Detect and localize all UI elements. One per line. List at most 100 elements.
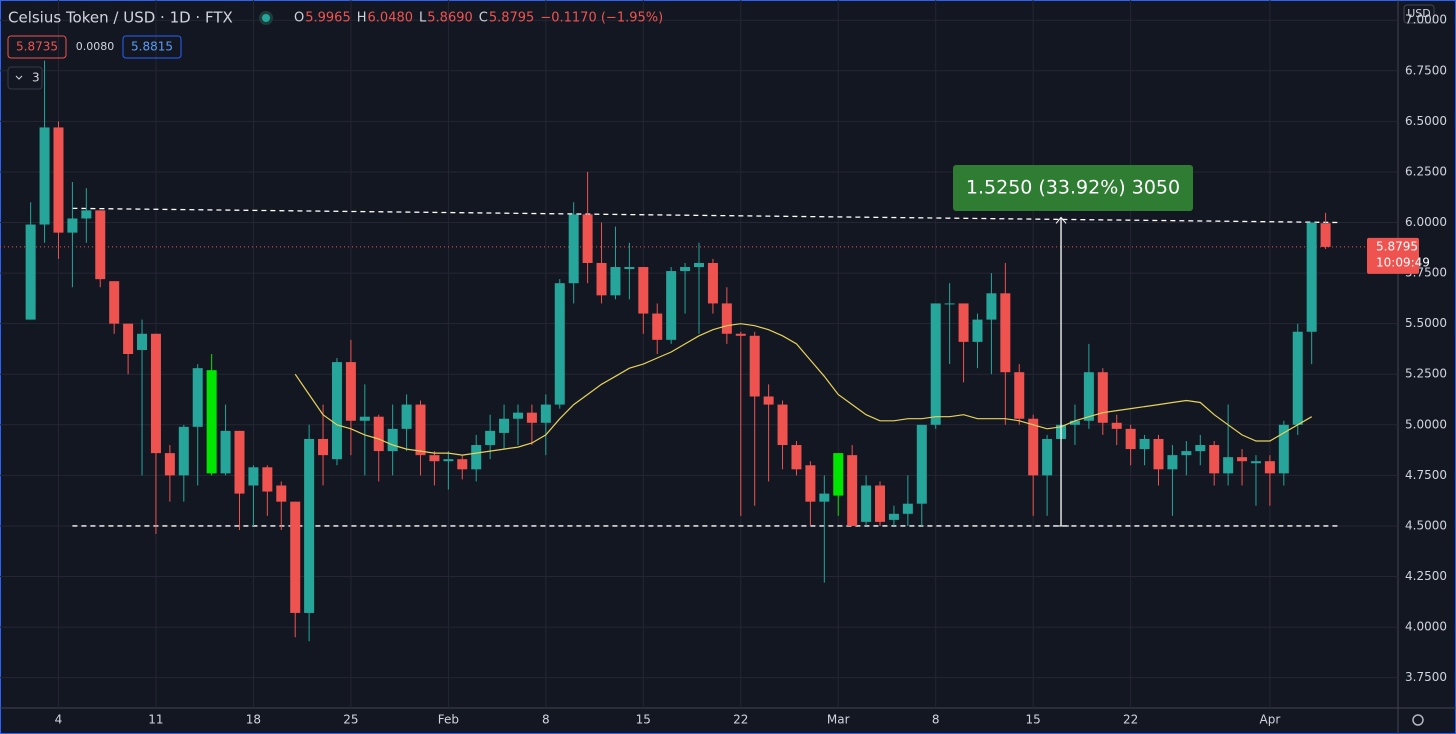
candle-body	[1139, 438, 1150, 450]
candle-body	[150, 333, 161, 454]
x-tick-label: 15	[636, 713, 651, 727]
candle-body	[512, 412, 523, 419]
candle-body	[178, 426, 189, 476]
last-price: 5.8795	[1376, 239, 1418, 253]
symbol: Celsius Token / USD · 1D · FTX	[8, 9, 233, 27]
candle-body	[429, 455, 440, 462]
candle-body	[652, 313, 663, 340]
candle-body	[624, 267, 635, 270]
candle-body	[25, 224, 36, 320]
candle-body	[902, 503, 913, 514]
candle-body	[1223, 457, 1234, 474]
candle-body	[972, 319, 983, 342]
candle-body	[1278, 424, 1289, 474]
candle-body	[485, 430, 496, 446]
candle-body	[1264, 461, 1275, 474]
candle-body	[958, 303, 969, 342]
y-tick-label: 4.0000	[1405, 620, 1447, 634]
candle-body	[1097, 372, 1108, 423]
x-tick-label: 8	[932, 713, 940, 727]
trendline	[72, 207, 1340, 224]
change: −0.1170 (−1.95%)	[540, 11, 663, 26]
ohlc: O 5.9965 H 6.0480 L 5.8690 C 5.8795 −0.1170 (−1.…	[294, 11, 663, 26]
candle-body	[707, 262, 718, 304]
candle-body	[1042, 438, 1053, 476]
candle-body	[763, 396, 774, 405]
y-tick-label: 4.7500	[1405, 468, 1447, 482]
candle-body	[1237, 457, 1248, 462]
candle-body	[1209, 445, 1220, 474]
ask: 5.8815	[131, 40, 173, 54]
indicator-count: 3	[32, 71, 40, 85]
currency: USD	[1407, 7, 1431, 20]
last-price-tag	[1367, 237, 1419, 274]
y-tick-label: 7.0000	[1405, 13, 1447, 27]
ohlc-key: L	[419, 11, 427, 26]
candle-body	[1306, 222, 1317, 332]
candle-body	[930, 303, 941, 425]
measure-box	[953, 165, 1193, 211]
ohlc-key: C	[479, 11, 488, 26]
indicator-toggle[interactable]	[7, 66, 43, 90]
settings-icon[interactable]	[1412, 714, 1424, 726]
y-tick-label: 3.7500	[1405, 670, 1447, 684]
candle-body	[1153, 438, 1164, 470]
ohlc-value: 5.9965	[305, 11, 351, 26]
moving-average	[294, 323, 1313, 456]
candle-body	[304, 438, 315, 613]
currency-box	[1403, 4, 1435, 24]
candle-body	[220, 430, 231, 474]
x-tick-label: 22	[733, 713, 748, 727]
candle-body	[777, 404, 788, 446]
y-tick-label: 4.5000	[1405, 518, 1447, 532]
status-dot	[262, 14, 270, 22]
y-tick-label: 6.0000	[1405, 215, 1447, 229]
candle-body	[1083, 372, 1094, 421]
candle-body	[833, 453, 844, 496]
candle-body	[554, 283, 565, 405]
candle-body	[749, 335, 760, 397]
candle-body	[888, 513, 899, 520]
candle-body	[916, 424, 927, 504]
candle-body	[1028, 418, 1039, 476]
candle-body	[986, 293, 997, 320]
chevron	[15, 75, 23, 80]
candle-body	[791, 445, 802, 470]
candle-body	[1320, 223, 1331, 247]
candle-body	[248, 467, 259, 486]
ask-box	[122, 35, 182, 59]
candle-body	[206, 370, 217, 474]
candle-body	[1125, 428, 1136, 450]
x-tick-label: Apr	[1260, 713, 1281, 727]
candle-body	[694, 262, 704, 268]
candle-body	[1000, 293, 1011, 373]
candle-body	[526, 412, 537, 423]
y-tick-label: 6.5000	[1405, 114, 1447, 128]
candle-body	[638, 267, 649, 314]
x-tick-label: 15	[1026, 713, 1041, 727]
candle-body	[1111, 422, 1122, 429]
candle-body	[318, 438, 329, 456]
candle-body	[262, 467, 273, 492]
ohlc-key: O	[294, 11, 304, 26]
candle-body	[345, 362, 356, 421]
candle-body	[290, 501, 301, 613]
candle-body	[1181, 451, 1192, 456]
candle-body	[596, 262, 607, 296]
candle-body	[1195, 445, 1206, 452]
candle-body	[373, 416, 384, 452]
candle-body	[164, 453, 175, 476]
ohlc-value: 5.8690	[427, 11, 473, 26]
bid-box	[7, 35, 67, 59]
ohlc-key: H	[357, 11, 367, 26]
candle-body	[331, 362, 342, 460]
x-tick-label: 8	[542, 713, 550, 727]
x-tick-label: Mar	[827, 713, 850, 727]
candle-body	[568, 214, 579, 284]
y-tick-label: 5.0000	[1405, 417, 1447, 431]
candle-body	[276, 485, 287, 502]
candle-body	[67, 218, 78, 233]
y-tick-label: 6.7500	[1405, 63, 1447, 77]
